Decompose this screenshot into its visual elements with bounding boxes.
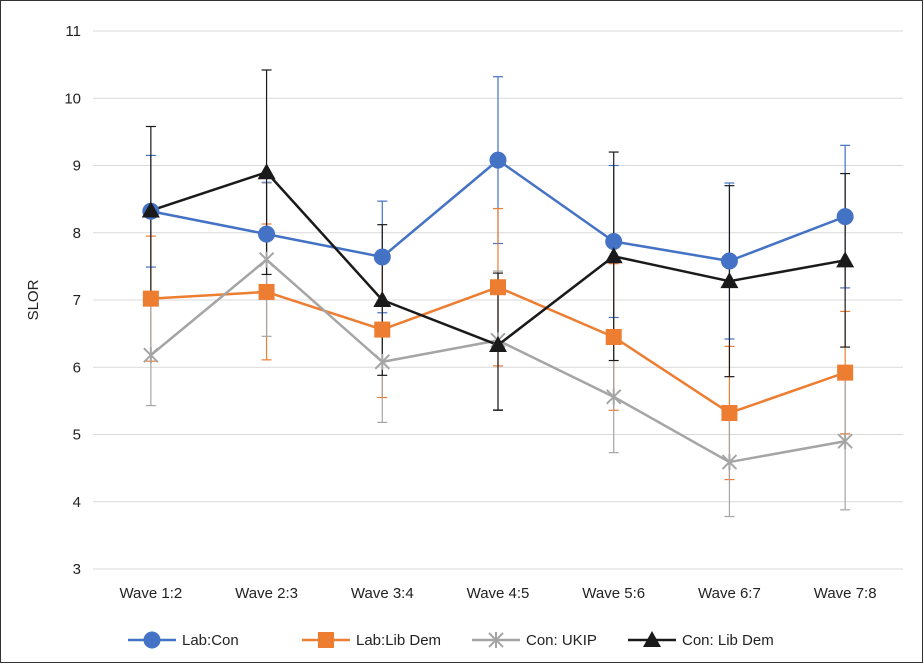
y-tick-label: 5 (73, 427, 81, 444)
data-point (374, 353, 390, 370)
legend: Lab:Con Lab:Lib Dem Con: UKIP Con: Lib Dem (128, 631, 774, 649)
data-point (721, 454, 738, 471)
data-point (606, 388, 622, 405)
data-point (373, 291, 392, 307)
data-point (836, 208, 854, 226)
data-point (837, 364, 854, 381)
x-tick-label: Wave 2:3 (235, 585, 298, 602)
y-tick-label: 6 (73, 359, 81, 376)
legend-label: Lab:Con (182, 632, 239, 649)
data-point (257, 163, 276, 180)
y-tick-label: 10 (64, 90, 81, 107)
y-tick-label: 3 (73, 561, 81, 578)
data-point (720, 272, 739, 289)
data-point (837, 433, 853, 450)
legend-marker (643, 631, 661, 647)
x-tick-label: Wave 1:2 (119, 585, 182, 602)
y-tick-label: 4 (73, 494, 81, 511)
x-axis-ticks: Wave 1:2 Wave 2:3 Wave 3:4 Wave 4:5 Wave 5:6… (119, 585, 876, 602)
legend-label: Con: UKIP (526, 632, 597, 649)
data-point (258, 225, 276, 243)
y-axis-ticks: 3 4 5 6 7 8 9 10 11 (64, 23, 81, 578)
x-tick-label: Wave 4:5 (467, 585, 530, 602)
y-axis-title: SLOR (25, 279, 42, 320)
legend-item: Con: UKIP (472, 632, 597, 649)
data-point (605, 232, 623, 250)
x-tick-label: Wave 7:8 (814, 585, 877, 602)
y-tick-label: 9 (73, 158, 81, 175)
y-tick-label: 8 (73, 225, 81, 242)
data-point (836, 251, 855, 268)
x-tick-label: Wave 6:7 (698, 585, 761, 602)
legend-item: Lab:Lib Dem (302, 632, 441, 649)
data-point (489, 151, 507, 169)
data-point (721, 404, 738, 421)
legend-label: Con: Lib Dem (682, 632, 774, 649)
x-tick-label: Wave 5:6 (582, 585, 645, 602)
legend-marker (488, 632, 504, 648)
data-point (258, 283, 275, 300)
y-tick-label: 11 (65, 23, 81, 40)
data-point (490, 279, 506, 296)
data-point (489, 336, 507, 353)
y-tick-label: 7 (73, 292, 81, 309)
legend-marker (318, 632, 334, 648)
x-tick-label: Wave 3:4 (351, 585, 414, 602)
data-point (720, 252, 738, 270)
series-markers (141, 151, 855, 471)
data-point (141, 201, 160, 218)
legend-item: Lab:Con (128, 631, 239, 649)
data-point (374, 321, 391, 338)
data-point (142, 290, 159, 307)
legend-marker (143, 631, 161, 649)
legend-label: Lab:Lib Dem (356, 632, 441, 649)
data-point (143, 347, 159, 364)
data-point (373, 248, 391, 266)
data-point (258, 251, 275, 268)
legend-item: Con: Lib Dem (628, 631, 774, 649)
data-point (605, 328, 622, 345)
data-point (604, 247, 623, 264)
